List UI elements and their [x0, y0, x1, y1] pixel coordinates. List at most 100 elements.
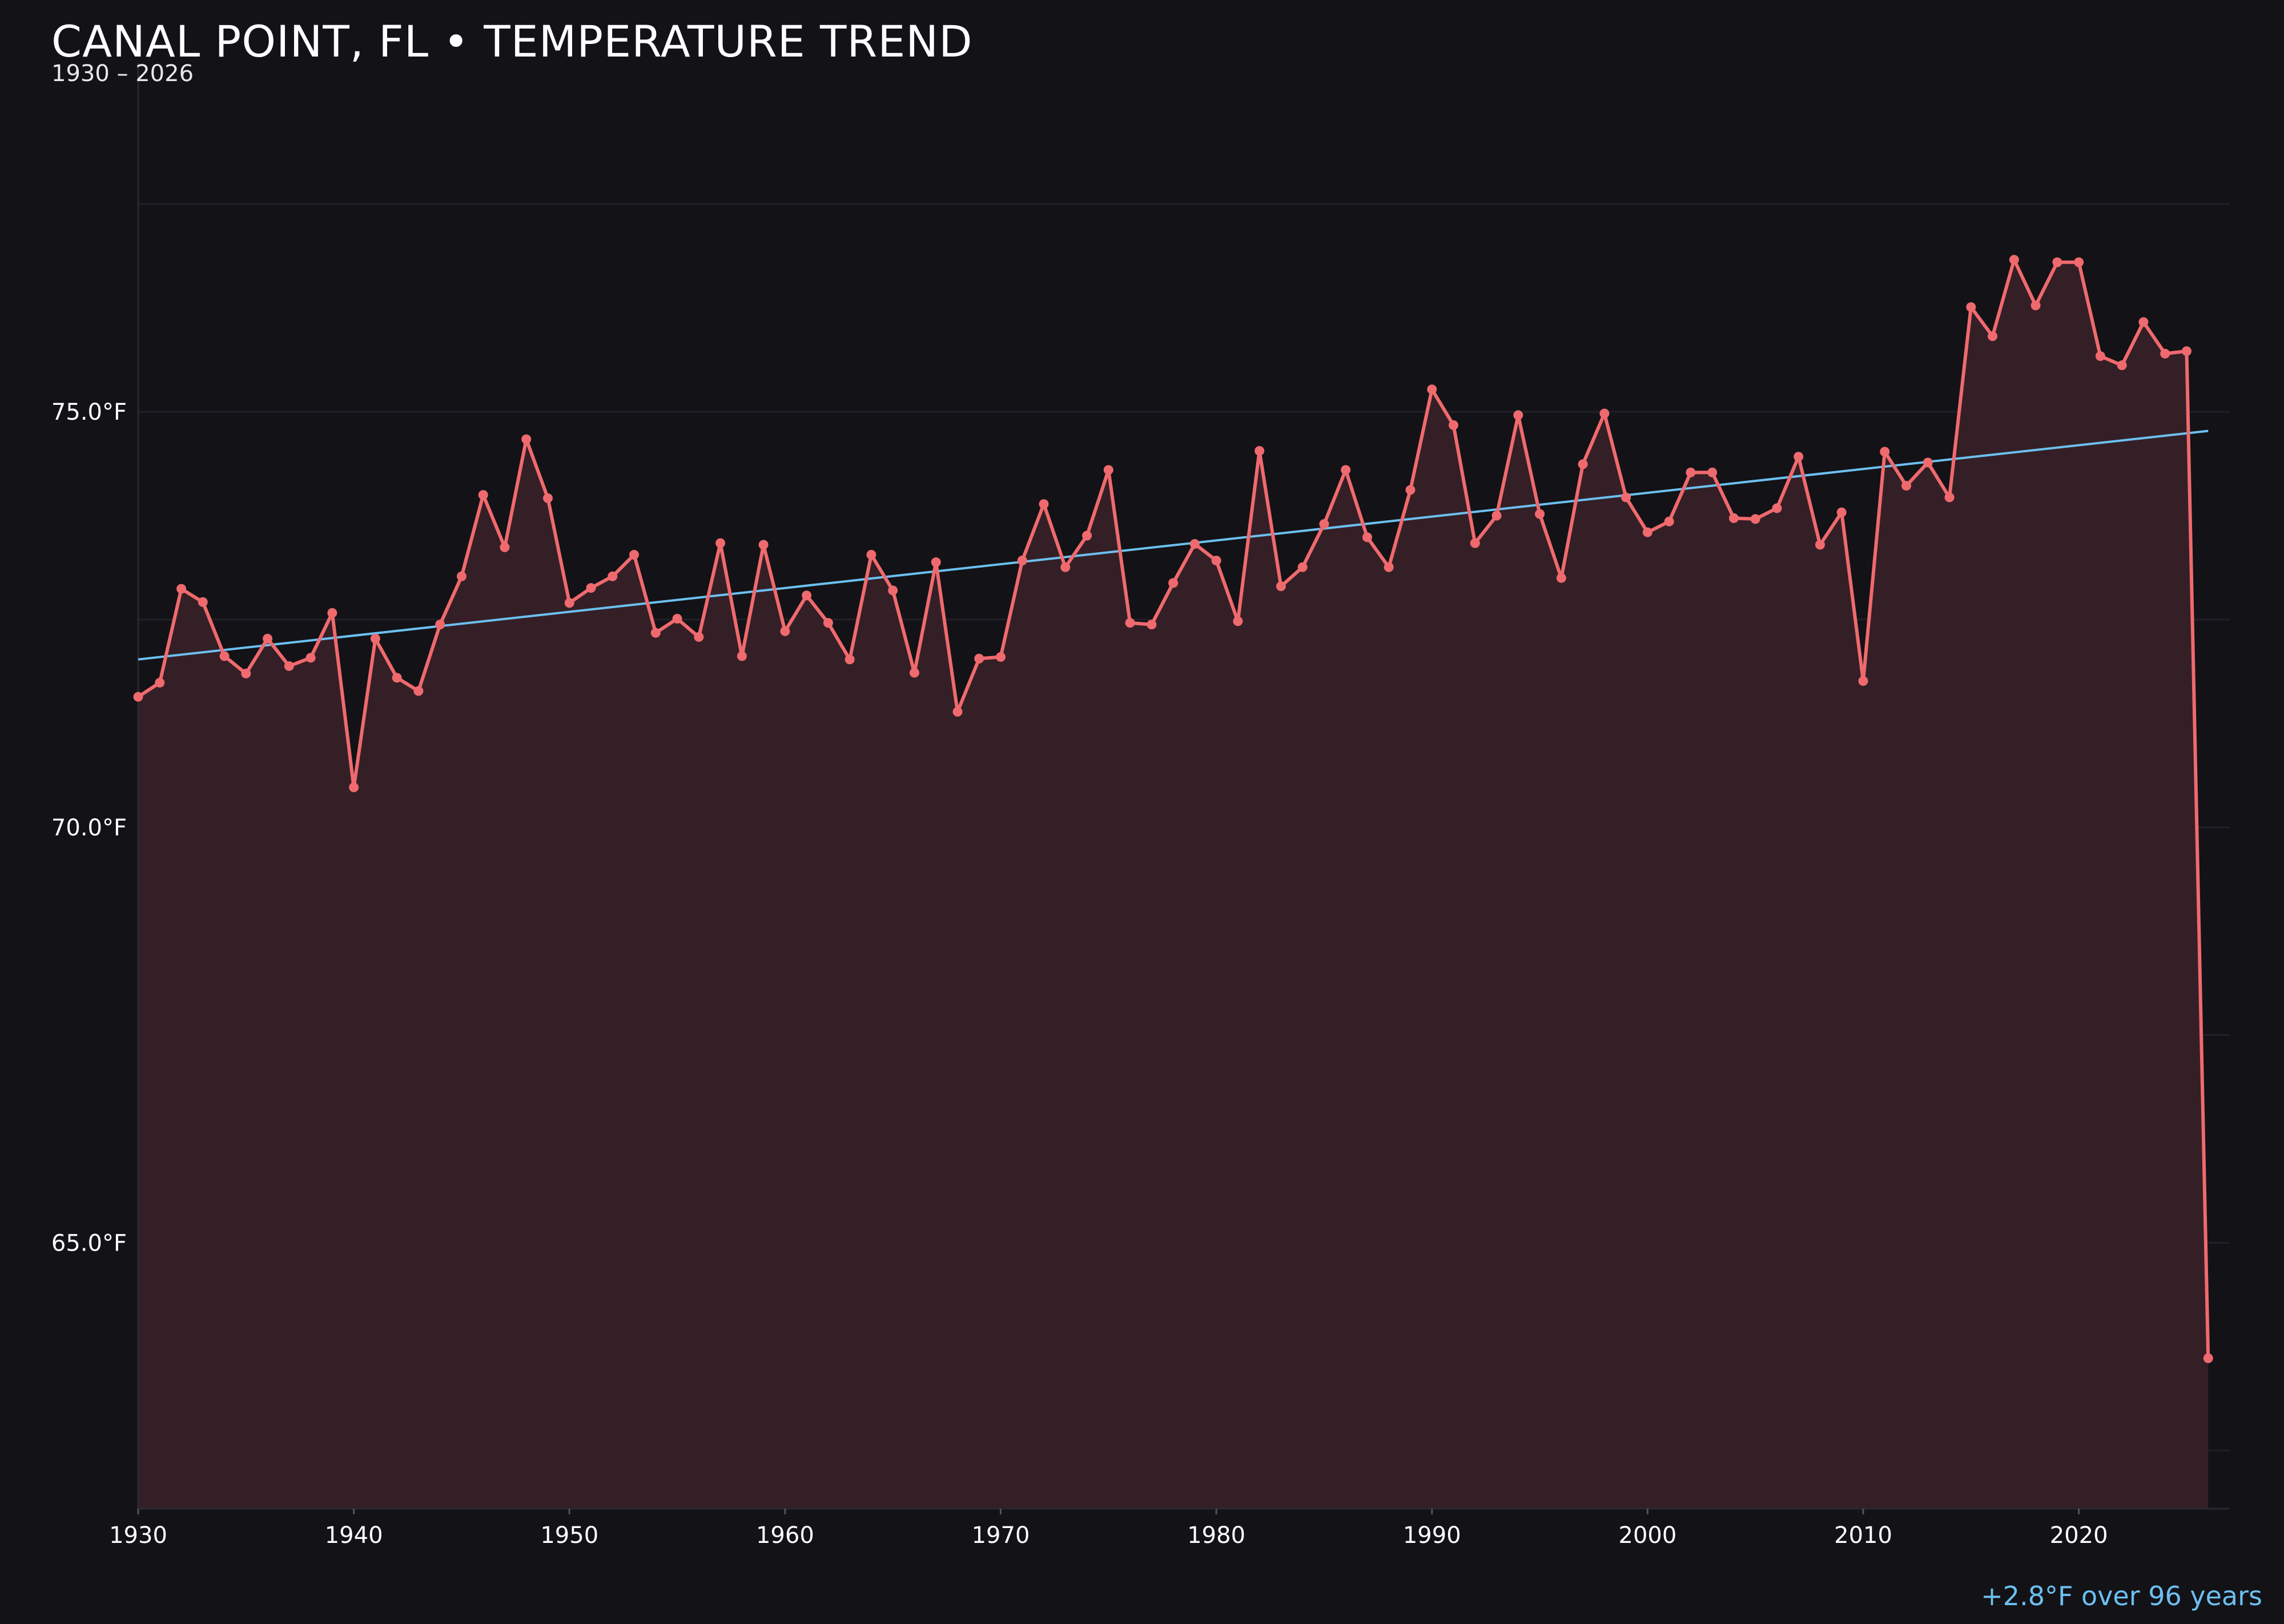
- data-point: [1513, 410, 1523, 420]
- data-point: [1664, 516, 1674, 526]
- data-point: [1750, 514, 1760, 524]
- data-point: [392, 673, 402, 683]
- x-tick-label: 1960: [756, 1522, 814, 1549]
- y-tick-label: 65.0°F: [51, 1230, 127, 1256]
- data-point: [241, 669, 251, 679]
- trend-line-group: [138, 429, 2209, 661]
- data-point: [1319, 519, 1329, 529]
- data-point: [952, 706, 963, 717]
- data-point: [1772, 503, 1782, 513]
- data-point: [715, 538, 726, 548]
- data-point: [2052, 257, 2062, 267]
- data-point: [2117, 360, 2127, 371]
- data-point: [219, 651, 230, 661]
- data-point: [888, 585, 898, 596]
- y-tick-label: 75.0°F: [51, 399, 127, 425]
- x-tick-label: 1980: [1187, 1522, 1245, 1549]
- y-axis-ticks: 65.0°F 70.0°F 75.0°F: [51, 399, 127, 1256]
- data-point: [1491, 510, 1502, 521]
- data-point: [650, 628, 661, 638]
- data-point: [478, 490, 488, 500]
- data-point: [1254, 446, 1265, 456]
- data-point: [176, 584, 187, 594]
- data-point: [1944, 492, 1955, 503]
- data-point: [1642, 527, 1652, 537]
- data-point: [845, 654, 855, 665]
- data-point: [823, 618, 833, 628]
- data-point: [1728, 513, 1739, 523]
- data-point: [1556, 573, 1566, 583]
- data-point: [413, 686, 424, 696]
- data-point: [737, 651, 747, 661]
- x-tick-label: 1970: [972, 1522, 1030, 1549]
- data-point: [974, 653, 984, 664]
- data-point: [1836, 507, 1847, 517]
- data-point: [1017, 556, 1027, 566]
- data-point: [2181, 346, 2191, 356]
- data-point: [1039, 499, 1049, 509]
- data-point: [608, 571, 618, 581]
- data-point: [1147, 620, 1157, 630]
- data-point: [1082, 530, 1092, 541]
- data-point: [1449, 420, 1459, 430]
- x-tick-label: 1950: [540, 1522, 598, 1549]
- data-point: [284, 661, 294, 671]
- data-point: [1578, 459, 1588, 469]
- data-point: [672, 614, 682, 624]
- data-point: [564, 598, 574, 608]
- data-point: [1470, 538, 1480, 548]
- data-point: [305, 653, 316, 663]
- data-point: [2203, 1353, 2213, 1364]
- data-point: [758, 540, 769, 550]
- data-point: [866, 549, 876, 560]
- data-point: [1189, 539, 1200, 549]
- data-point: [1211, 556, 1221, 566]
- data-point: [1901, 481, 1912, 491]
- x-tick-label: 1930: [109, 1522, 167, 1549]
- data-point: [1966, 302, 1976, 312]
- data-point: [521, 434, 532, 444]
- y-tick-label: 70.0°F: [51, 815, 127, 841]
- data-point: [1362, 532, 1372, 542]
- data-point: [586, 583, 596, 593]
- data-point: [802, 590, 812, 601]
- data-point: [1599, 408, 1610, 419]
- data-point: [349, 782, 359, 793]
- data-point: [1103, 465, 1113, 475]
- data-point: [456, 571, 467, 581]
- data-point: [1858, 676, 1868, 686]
- data-point: [263, 633, 273, 644]
- data-point: [1060, 562, 1071, 572]
- data-point: [1168, 578, 1179, 588]
- x-tick-label: 2010: [1834, 1522, 1892, 1549]
- series-area: [138, 259, 2209, 1509]
- data-point: [1621, 492, 1631, 503]
- data-point: [327, 608, 337, 618]
- x-tick-label: 2020: [2050, 1522, 2108, 1549]
- data-point: [1815, 540, 1825, 550]
- data-point: [542, 493, 553, 504]
- data-point: [996, 652, 1006, 662]
- data-point: [155, 678, 165, 688]
- data-point: [1988, 331, 1998, 341]
- data-point: [2160, 348, 2170, 359]
- data-point: [1125, 618, 1135, 628]
- x-tick-label: 1940: [325, 1522, 383, 1549]
- data-point: [370, 633, 380, 644]
- data-point: [1384, 562, 1394, 572]
- data-point: [1686, 467, 1696, 477]
- chart-subtitle: 1930 – 2026: [51, 61, 194, 87]
- data-point: [2009, 255, 2019, 265]
- chart-title: CANAL POINT, FL • TEMPERATURE TREND: [51, 16, 973, 67]
- data-point: [629, 549, 640, 560]
- data-point: [1297, 562, 1308, 572]
- data-point: [2095, 351, 2105, 361]
- data-point: [1427, 384, 1437, 395]
- data-point: [1341, 465, 1351, 475]
- data-point: [1276, 581, 1286, 592]
- x-tick-label: 1990: [1403, 1522, 1461, 1549]
- data-points: [133, 255, 2213, 1364]
- data-point: [931, 557, 941, 568]
- data-point: [133, 692, 143, 702]
